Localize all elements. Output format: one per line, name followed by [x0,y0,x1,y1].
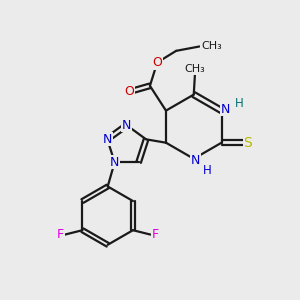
Text: N: N [190,154,200,167]
Text: H: H [235,97,244,110]
Text: S: S [243,136,252,150]
Text: N: N [110,156,119,169]
Text: O: O [152,56,162,69]
Text: CH₃: CH₃ [201,41,222,52]
Text: N: N [122,119,131,132]
Text: F: F [57,228,64,241]
Text: O: O [124,85,134,98]
Text: N: N [103,133,112,146]
Text: CH₃: CH₃ [185,64,206,74]
Text: N: N [220,103,230,116]
Text: F: F [151,228,158,241]
Text: H: H [202,164,211,177]
